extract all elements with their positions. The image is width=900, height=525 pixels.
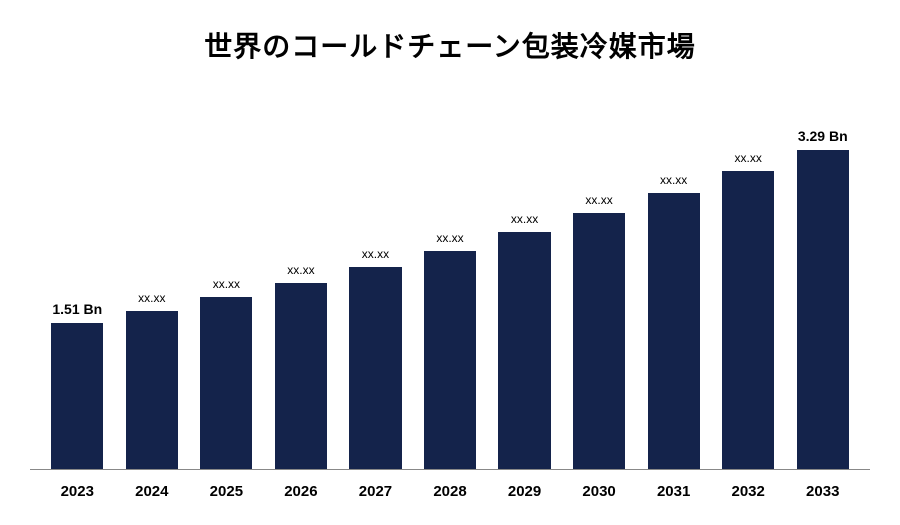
bar-wrapper: xx.xx	[711, 120, 786, 469]
bar-value-label: xx.xx	[735, 151, 762, 165]
bar	[349, 267, 401, 469]
bar-wrapper: xx.xx	[487, 120, 562, 469]
x-axis-label: 2023	[40, 475, 115, 500]
bar-value-label: xx.xx	[287, 263, 314, 277]
bar-value-label: xx.xx	[138, 291, 165, 305]
x-axis-label: 2032	[711, 475, 786, 500]
bar	[126, 311, 178, 469]
bar	[573, 213, 625, 469]
x-axis-label: 2025	[189, 475, 264, 500]
bar	[200, 297, 252, 469]
bar	[498, 232, 550, 469]
bar-wrapper: 1.51 Bn	[40, 120, 115, 469]
x-axis-label: 2026	[264, 475, 339, 500]
x-axis-label: 2030	[562, 475, 637, 500]
x-axis-labels: 2023202420252026202720282029203020312032…	[30, 475, 870, 500]
bar-value-label: xx.xx	[213, 277, 240, 291]
bar-wrapper: xx.xx	[562, 120, 637, 469]
bar	[797, 150, 849, 469]
bar-wrapper: xx.xx	[115, 120, 190, 469]
bar-wrapper: xx.xx	[338, 120, 413, 469]
bar-wrapper: xx.xx	[264, 120, 339, 469]
bar-value-label: xx.xx	[436, 231, 463, 245]
x-axis-label: 2027	[338, 475, 413, 500]
bar	[648, 193, 700, 469]
bar	[722, 171, 774, 469]
bar-wrapper: xx.xx	[189, 120, 264, 469]
chart-title: 世界のコールドチェーン包装冷媒市場	[0, 0, 900, 65]
bar	[275, 283, 327, 469]
x-axis-label: 2024	[115, 475, 190, 500]
bar-wrapper: xx.xx	[636, 120, 711, 469]
bar	[424, 251, 476, 469]
bar-value-label: xx.xx	[511, 212, 538, 226]
chart-area: 1.51 Bn xx.xx xx.xx xx.xx xx.xx xx.xx xx.xx xx.…	[30, 100, 870, 500]
bar	[51, 323, 103, 469]
bar-value-label: xx.xx	[660, 173, 687, 187]
bar-wrapper: 3.29 Bn	[785, 120, 860, 469]
bar-value-label: xx.xx	[362, 247, 389, 261]
bar-value-label: 1.51 Bn	[52, 301, 102, 317]
bar-value-label: xx.xx	[585, 193, 612, 207]
x-axis-label: 2033	[785, 475, 860, 500]
x-axis-label: 2031	[636, 475, 711, 500]
bar-wrapper: xx.xx	[413, 120, 488, 469]
x-axis-label: 2028	[413, 475, 488, 500]
bars-container: 1.51 Bn xx.xx xx.xx xx.xx xx.xx xx.xx xx.xx xx.…	[30, 120, 870, 470]
bar-value-label: 3.29 Bn	[798, 128, 848, 144]
x-axis-label: 2029	[487, 475, 562, 500]
